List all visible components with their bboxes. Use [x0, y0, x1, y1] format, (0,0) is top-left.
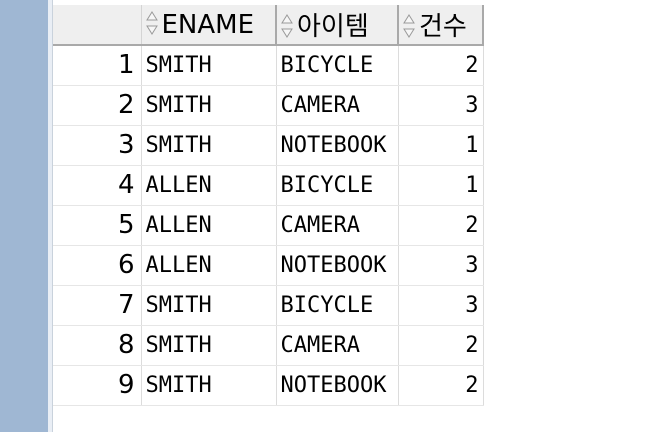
cell-count[interactable]: 1: [398, 165, 484, 206]
cell-count[interactable]: 3: [398, 245, 484, 286]
table-row[interactable]: 2 SMITH CAMERA 3: [53, 85, 484, 126]
table-row[interactable]: 8 SMITH CAMERA 2: [53, 325, 484, 366]
cell-ename[interactable]: ALLEN: [141, 165, 277, 206]
column-header-item[interactable]: 아이템: [276, 5, 399, 46]
cell-item[interactable]: NOTEBOOK: [276, 365, 399, 406]
table-row[interactable]: 1 SMITH BICYCLE 2: [53, 45, 484, 86]
column-header-label: 아이템: [297, 12, 369, 42]
cell-count[interactable]: 2: [398, 325, 484, 366]
column-header-count[interactable]: 건수: [398, 5, 484, 46]
cell-count[interactable]: 2: [398, 45, 484, 86]
row-number: 2: [53, 85, 142, 126]
cell-ename[interactable]: SMITH: [141, 285, 277, 326]
cell-item[interactable]: NOTEBOOK: [276, 125, 399, 166]
cell-item[interactable]: CAMERA: [276, 325, 399, 366]
cell-ename[interactable]: ALLEN: [141, 245, 277, 286]
table-row[interactable]: 9 SMITH NOTEBOOK 2: [53, 365, 484, 406]
sort-icon[interactable]: [145, 10, 158, 36]
column-header-label: 건수: [419, 12, 467, 42]
cell-ename[interactable]: SMITH: [141, 325, 277, 366]
header-row: ENAME 아이템 건수: [53, 5, 484, 46]
row-number: 5: [53, 205, 142, 246]
cell-item[interactable]: NOTEBOOK: [276, 245, 399, 286]
row-number-header: [53, 5, 142, 46]
cell-item[interactable]: BICYCLE: [276, 165, 399, 206]
row-number: 7: [53, 285, 142, 326]
cell-count[interactable]: 3: [398, 85, 484, 126]
row-number: 8: [53, 325, 142, 366]
table-row[interactable]: 7 SMITH BICYCLE 3: [53, 285, 484, 326]
cell-item[interactable]: BICYCLE: [276, 285, 399, 326]
cell-count[interactable]: 2: [398, 365, 484, 406]
table-row[interactable]: 4 ALLEN BICYCLE 1: [53, 165, 484, 206]
results-grid: ENAME 아이템 건수 1 SMITH BICYCLE 2 2 SMITH C…: [53, 5, 484, 406]
cell-ename[interactable]: SMITH: [141, 365, 277, 406]
row-number: 6: [53, 245, 142, 286]
sort-icon[interactable]: [281, 13, 293, 39]
table-row[interactable]: 5 ALLEN CAMERA 2: [53, 205, 484, 246]
side-panel-splitter[interactable]: [48, 0, 53, 432]
column-header-label: ENAME: [161, 9, 255, 40]
sort-icon[interactable]: [403, 13, 415, 39]
cell-count[interactable]: 3: [398, 285, 484, 326]
row-number: 3: [53, 125, 142, 166]
row-number: 4: [53, 165, 142, 206]
cell-ename[interactable]: SMITH: [141, 125, 277, 166]
cell-ename[interactable]: ALLEN: [141, 205, 277, 246]
row-number: 1: [53, 45, 142, 86]
row-number: 9: [53, 365, 142, 406]
cell-item[interactable]: CAMERA: [276, 85, 399, 126]
table-row[interactable]: 6 ALLEN NOTEBOOK 3: [53, 245, 484, 286]
cell-count[interactable]: 1: [398, 125, 484, 166]
cell-ename[interactable]: SMITH: [141, 85, 277, 126]
cell-item[interactable]: CAMERA: [276, 205, 399, 246]
side-panel: [0, 0, 48, 432]
column-header-ename[interactable]: ENAME: [141, 5, 277, 46]
cell-ename[interactable]: SMITH: [141, 45, 277, 86]
cell-count[interactable]: 2: [398, 205, 484, 246]
table-row[interactable]: 3 SMITH NOTEBOOK 1: [53, 125, 484, 166]
cell-item[interactable]: BICYCLE: [276, 45, 399, 86]
